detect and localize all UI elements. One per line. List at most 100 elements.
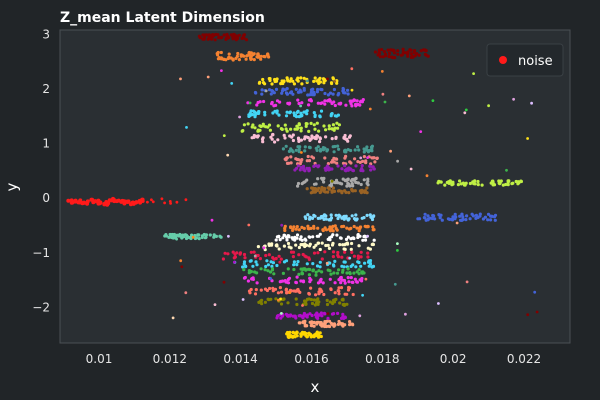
cluster-29-point <box>412 50 416 55</box>
cluster-11-point <box>369 168 373 172</box>
cluster-19-point <box>359 255 363 259</box>
cluster-29-point <box>413 54 417 58</box>
outlier-point <box>206 75 210 79</box>
outlier-point <box>175 237 179 241</box>
cluster-15-point <box>324 214 328 218</box>
cluster-16-point <box>340 225 344 229</box>
cluster-4-point <box>346 92 350 96</box>
cluster-6-point <box>296 109 300 113</box>
cluster-26-point <box>336 322 340 326</box>
cluster-30-point <box>423 212 427 216</box>
cluster-24-point <box>316 297 320 301</box>
cluster-30-point <box>486 218 490 222</box>
cluster-11-point <box>372 167 376 171</box>
cluster-11-point <box>327 168 331 172</box>
cluster-22-point <box>255 281 259 285</box>
cluster-6-point <box>248 111 252 115</box>
cluster-26-point <box>325 319 329 323</box>
cluster-6-point <box>293 113 297 118</box>
cluster-9-point <box>284 144 288 148</box>
outlier-point <box>505 168 508 172</box>
cluster-7-point <box>261 122 265 126</box>
cluster-9-point <box>337 147 341 151</box>
cluster-14-point <box>491 179 495 183</box>
noise-point <box>91 200 96 205</box>
outlier-point <box>279 297 282 301</box>
cluster-23-point <box>271 289 275 293</box>
cluster-20-point <box>351 263 355 267</box>
cluster-29-point <box>390 55 394 59</box>
outlier-point <box>253 254 257 258</box>
cluster-20-point <box>241 265 245 269</box>
cluster-11-point <box>348 167 352 171</box>
cluster-7-point <box>253 126 257 130</box>
cluster-5-point <box>320 101 324 105</box>
outlier-point <box>530 101 533 105</box>
cluster-21-point <box>348 271 352 275</box>
cluster-8-point <box>291 133 295 137</box>
cluster-5-point <box>332 100 336 104</box>
cluster-1-point <box>213 38 217 42</box>
cluster-30-point <box>460 212 464 216</box>
cluster-13-point <box>331 186 335 190</box>
outlier-point <box>227 234 230 238</box>
cluster-14-point <box>443 183 447 187</box>
cluster-30-point <box>468 217 472 221</box>
cluster-21-point <box>311 269 315 273</box>
cluster-4-point <box>326 93 330 97</box>
cluster-25-point <box>323 312 327 316</box>
cluster-20-point <box>367 264 371 268</box>
outlier-point <box>535 310 539 314</box>
cluster-28-point <box>188 236 192 240</box>
cluster-24-point <box>295 302 299 307</box>
cluster-20-point <box>295 263 299 267</box>
cluster-16-point <box>297 228 301 232</box>
cluster-17-point <box>349 237 353 241</box>
cluster-24-point <box>328 300 332 304</box>
cluster-10-point <box>330 160 334 164</box>
cluster-19-point <box>343 250 347 254</box>
cluster-14-point <box>516 182 520 186</box>
cluster-23-point <box>279 290 284 294</box>
cluster-19-point <box>336 250 340 255</box>
cluster-23-point <box>317 292 321 296</box>
cluster-7-point <box>289 127 293 131</box>
cluster-12-point <box>341 177 345 181</box>
cluster-21-point <box>242 268 246 272</box>
cluster-7-point <box>336 126 340 130</box>
outlier-point <box>326 312 330 315</box>
cluster-30-point <box>423 216 427 220</box>
outlier-point <box>301 304 304 307</box>
cluster-14-point <box>456 183 460 187</box>
cluster-29-point <box>387 51 391 56</box>
cluster-9-point <box>356 145 360 149</box>
cluster-28-point <box>197 237 201 241</box>
outlier-point <box>171 316 175 320</box>
cluster-27-point <box>295 334 299 338</box>
outlier-point <box>179 259 183 263</box>
cluster-25-point <box>276 314 280 318</box>
cluster-20-point <box>354 265 358 269</box>
cluster-7-point <box>257 129 261 133</box>
noise-point <box>96 198 101 203</box>
cluster-5-point <box>326 99 330 103</box>
cluster-28-point <box>218 234 222 238</box>
cluster-27-point <box>302 331 307 335</box>
cluster-25-point <box>310 313 314 318</box>
cluster-30-point <box>492 215 497 219</box>
cluster-27-point <box>319 334 323 339</box>
cluster-18-point <box>307 244 312 248</box>
outlier-point <box>431 99 435 102</box>
cluster-26-point <box>310 321 314 325</box>
outlier-point <box>396 242 399 246</box>
cluster-13-point <box>363 190 367 194</box>
cluster-2-point <box>219 56 223 60</box>
cluster-30-point <box>458 218 463 222</box>
cluster-3-point <box>321 77 326 81</box>
cluster-15-point <box>334 213 338 217</box>
cluster-5-point <box>344 103 348 107</box>
cluster-17-point <box>298 237 302 241</box>
cluster-24-point <box>303 299 307 303</box>
cluster-8-point <box>282 133 286 137</box>
outlier-point <box>437 302 440 305</box>
